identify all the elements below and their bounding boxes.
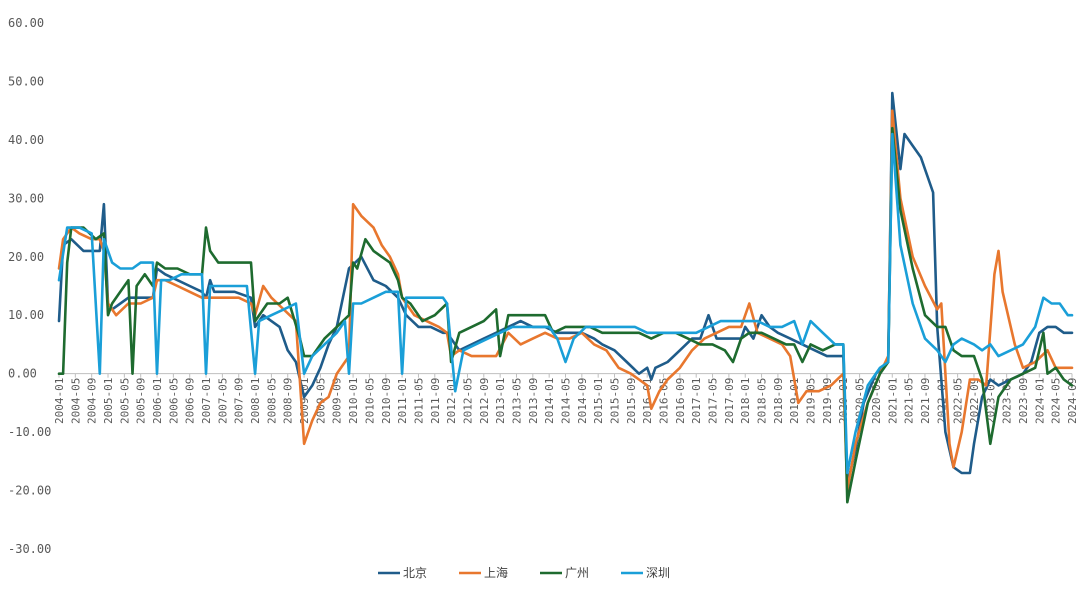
x-tick-label: 2012-05 [461,378,474,424]
x-tick-label: 2004-09 [86,378,99,424]
y-tick-label: 60.00 [8,16,44,30]
x-tick-label: 2024-05 [1050,378,1063,424]
x-tick-label: 2014-01 [543,378,556,424]
x-tick-label: 2022-05 [952,378,965,424]
x-tick-label: 2021-05 [903,378,916,424]
y-tick-label: 20.00 [8,250,44,264]
x-tick-label: 2019-05 [805,378,818,424]
x-tick-label: 2005-05 [118,378,131,424]
y-tick-label: -10.00 [8,425,51,439]
x-tick-label: 2007-01 [200,378,213,424]
x-tick-label: 2015-05 [609,378,622,424]
x-tick-label: 2014-09 [576,378,589,424]
x-tick-label: 2017-05 [707,378,720,424]
x-tick-label: 2017-09 [723,378,736,424]
y-tick-label: 30.00 [8,191,44,205]
legend-label: 深圳 [646,566,670,580]
x-tick-label: 2007-05 [216,378,229,424]
x-tick-label: 2011-01 [396,378,409,424]
x-tick-label: 2011-05 [412,378,425,424]
x-tick-label: 2015-09 [625,378,638,424]
x-tick-label: 2008-05 [265,378,278,424]
x-tick-label: 2017-01 [690,378,703,424]
legend-label: 上海 [484,565,508,580]
x-tick-label: 2015-01 [592,378,605,424]
x-tick-label: 2013-09 [527,378,540,424]
x-tick-label: 2014-05 [560,378,573,424]
y-tick-label: 0.00 [8,367,37,381]
x-tick-label: 2024-01 [1033,378,1046,424]
x-tick-label: 2008-09 [282,378,295,424]
y-tick-label: -30.00 [8,542,51,556]
x-tick-label: 2013-05 [510,378,523,424]
x-tick-label: 2018-09 [772,378,785,424]
y-tick-label: 50.00 [8,74,44,88]
y-tick-label: -20.00 [8,484,51,498]
plot-lines [59,93,1072,502]
legend: 北京 上海 广州 深圳 [378,565,670,580]
x-axis: 2004-01 2004-05 2004-09 2005-01 2005-05 2005-… [53,374,1079,424]
x-tick-label: 2018-01 [739,378,752,424]
x-tick-label: 2006-09 [184,378,197,424]
x-tick-label: 2011-09 [429,378,442,424]
x-tick-label: 2010-09 [380,378,393,424]
x-tick-label: 2004-01 [53,378,66,424]
x-tick-label: 2023-09 [1017,378,1030,424]
legend-label: 广州 [565,566,589,580]
x-tick-label: 2007-09 [233,378,246,424]
legend-label: 北京 [403,566,427,580]
y-axis: -30.00 -20.00 -10.00 0.00 10.00 20.00 30.00 40.… [8,16,51,556]
x-tick-label: 2006-05 [167,378,180,424]
x-tick-label: 2013-01 [494,378,507,424]
y-tick-label: 10.00 [8,308,44,322]
x-tick-label: 2004-05 [69,378,82,424]
x-tick-label: 2006-01 [151,378,164,424]
x-tick-label: 2012-09 [478,378,491,424]
series-line-广州 [59,128,1072,502]
x-tick-label: 2016-09 [674,378,687,424]
x-tick-label: 2005-01 [102,378,115,424]
x-tick-label: 2021-09 [919,378,932,424]
x-tick-label: 2018-05 [756,378,769,424]
x-tick-label: 2010-05 [363,378,376,424]
x-tick-label: 2010-01 [347,378,360,424]
x-tick-label: 2008-01 [249,378,262,424]
y-tick-label: 40.00 [8,133,44,147]
x-tick-label: 2021-01 [886,378,899,424]
x-tick-label: 2005-09 [135,378,148,424]
